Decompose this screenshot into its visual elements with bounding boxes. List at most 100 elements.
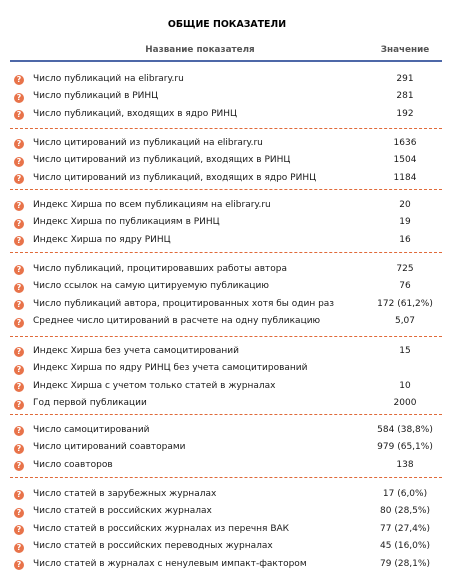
indicator-value: 16 xyxy=(399,234,411,245)
indicator-row: ? Индекс Хирша без учета самоцитирований 1… xyxy=(0,344,454,362)
indicator-label: Число публикаций в РИНЦ xyxy=(33,91,159,101)
indicator-row: ? Число цитирований из публикаций, входящ… xyxy=(0,171,454,189)
help-icon[interactable]: ? xyxy=(14,156,24,167)
indicator-label: Число публикаций, процитировавших работы… xyxy=(33,263,288,274)
help-icon[interactable]: ? xyxy=(14,201,24,211)
help-icon[interactable]: ? xyxy=(14,443,24,454)
indicator-label: Число статей в российских журналах xyxy=(33,506,212,516)
indicator-row: ? Число цитирований из публикаций на elib… xyxy=(0,136,454,154)
indicator-label: Число соавторов xyxy=(33,459,113,470)
indicator-row: ? Число публикаций на elibrary.ru 291 xyxy=(0,72,454,90)
indicator-value: 725 xyxy=(396,263,414,274)
indicator-label: Число цитирований из публикаций, входящи… xyxy=(33,155,291,165)
group-divider xyxy=(10,128,442,129)
indicator-value: 584 (38,8%) xyxy=(377,424,433,435)
help-icon[interactable]: ? xyxy=(14,364,24,375)
help-icon[interactable]: ? xyxy=(14,265,24,275)
help-icon[interactable]: ? xyxy=(14,560,24,570)
indicator-row: ? Число статей в российских журналах из п… xyxy=(0,522,454,540)
indicator-row: ? Число статей в журналах с ненулевым имп… xyxy=(0,557,454,575)
group-divider xyxy=(10,477,442,478)
help-icon[interactable]: ? xyxy=(14,92,24,103)
indicator-group: ? Число публикаций, процитировавших работ… xyxy=(0,262,454,332)
indicator-group: ? Число публикаций на elibrary.ru 291? Числ… xyxy=(0,72,454,125)
indicator-label: Индекс Хирша с учетом только статей в жу… xyxy=(33,380,276,391)
indicator-value: 20 xyxy=(399,199,411,210)
indicator-label: Число статей в российских переводных жур… xyxy=(33,541,273,551)
indicator-row: ? Число публикаций автора, процитированны… xyxy=(0,297,454,315)
indicator-group: ? Число статей в зарубежных журналах 17 (6… xyxy=(0,487,454,575)
help-icon[interactable]: ? xyxy=(14,490,24,500)
indicator-row: ? Число соавторов 138 xyxy=(0,458,454,476)
help-icon[interactable]: ? xyxy=(14,317,24,328)
help-icon[interactable]: ? xyxy=(14,300,24,310)
indicator-value: 291 xyxy=(396,73,414,84)
indicator-value: 77 (27,4%) xyxy=(380,523,430,534)
indicator-label: Число цитирований из публикаций на elibr… xyxy=(33,137,263,148)
indicator-value: 1504 xyxy=(393,155,417,165)
indicator-row: ? Число самоцитирований 584 (38,8%) xyxy=(0,423,454,441)
help-icon[interactable]: ? xyxy=(14,461,24,471)
indicator-value: 172 (61,2%) xyxy=(377,298,433,309)
indicator-row: ? Среднее число цитирований в расчете на … xyxy=(0,315,454,333)
group-divider xyxy=(10,189,442,190)
indicator-label: Число цитирований из публикаций, входящи… xyxy=(33,172,317,183)
indicator-value: 5,07 xyxy=(394,316,416,326)
indicator-value: 76 xyxy=(399,281,411,291)
help-icon[interactable]: ? xyxy=(14,507,24,518)
indicator-label: Число статей в зарубежных журналах xyxy=(33,488,217,499)
help-icon[interactable]: ? xyxy=(14,525,24,535)
indicator-row: ? Число публикаций, входящих в ядро РИНЦ 1… xyxy=(0,107,454,125)
indicator-value: 15 xyxy=(399,345,411,356)
indicator-label: Индекс Хирша по всем публикациям на elib… xyxy=(33,199,271,210)
help-icon[interactable]: ? xyxy=(14,75,24,85)
help-icon[interactable]: ? xyxy=(14,139,24,149)
column-header-value: Значение xyxy=(380,45,430,55)
help-icon[interactable]: ? xyxy=(14,236,24,246)
help-icon[interactable]: ? xyxy=(14,174,24,184)
indicator-value: 79 (28,1%) xyxy=(380,558,430,569)
help-icon[interactable]: ? xyxy=(14,542,24,553)
help-icon[interactable]: ? xyxy=(14,399,24,410)
indicator-group: ? Индекс Хирша по всем публикациям на eli… xyxy=(0,198,454,251)
indicator-row: ? Число статей в российских переводных жу… xyxy=(0,540,454,558)
help-icon[interactable]: ? xyxy=(14,382,24,392)
help-icon[interactable]: ? xyxy=(14,218,24,229)
indicator-row: ? Индекс Хирша по ядру РИНЦ без учета сам… xyxy=(0,362,454,380)
indicator-row: ? Индекс Хирша по всем публикациям на eli… xyxy=(0,198,454,216)
indicator-row: ? Число публикаций, процитировавших работ… xyxy=(0,262,454,280)
indicator-value: 1184 xyxy=(393,172,417,183)
help-icon[interactable]: ? xyxy=(14,426,24,436)
indicator-row: ? Число цитирований из публикаций, входящ… xyxy=(0,154,454,172)
indicator-label: Число публикаций, входящих в ядро РИНЦ xyxy=(33,108,238,119)
page-title: ОБЩИЕ ПОКАЗАТЕЛИ xyxy=(167,19,287,30)
indicator-value: 1636 xyxy=(393,137,417,148)
column-header-name: Название показателя xyxy=(145,45,255,55)
indicator-row: ? Число ссылок на самую цитируемую публик… xyxy=(0,280,454,298)
indicator-label: Число статей в российских журналах из пе… xyxy=(33,523,290,534)
indicator-value: 2000 xyxy=(393,398,417,408)
help-icon[interactable]: ? xyxy=(14,347,24,357)
indicator-label: Число публикаций автора, процитированных… xyxy=(33,298,335,309)
indicator-label: Число ссылок на самую цитируемую публика… xyxy=(33,281,269,291)
indicator-row: ? Индекс Хирша с учетом только статей в ж… xyxy=(0,379,454,397)
help-icon[interactable]: ? xyxy=(14,110,24,120)
indicator-row: ? Индекс Хирша по публикациям в РИНЦ 19 xyxy=(0,216,454,234)
indicator-value: 192 xyxy=(396,108,414,119)
indicator-label: Число самоцитирований xyxy=(33,424,150,435)
indicator-label: Индекс Хирша по ядру РИНЦ без учета само… xyxy=(33,363,308,373)
indicator-row: ? Число статей в российских журналах 80 (2… xyxy=(0,505,454,523)
indicator-row: ? Число цитирований соавторами 979 (65,1%) xyxy=(0,441,454,459)
indicator-row: ? Число публикаций в РИНЦ 281 xyxy=(0,90,454,108)
help-icon[interactable]: ? xyxy=(14,282,24,293)
indicator-group: ? Число цитирований из публикаций на elib… xyxy=(0,136,454,189)
group-divider xyxy=(10,252,442,253)
indicator-label: Индекс Хирша по публикациям в РИНЦ xyxy=(33,217,220,227)
indicator-value: 138 xyxy=(396,459,414,470)
indicator-row: ? Год первой публикации 2000 xyxy=(0,397,454,415)
indicator-label: Год первой публикации xyxy=(33,398,147,408)
indicator-value: 10 xyxy=(399,380,411,391)
indicator-label: Число статей в журналах с ненулевым импа… xyxy=(33,558,307,569)
indicator-label: Среднее число цитирований в расчете на о… xyxy=(33,316,321,326)
